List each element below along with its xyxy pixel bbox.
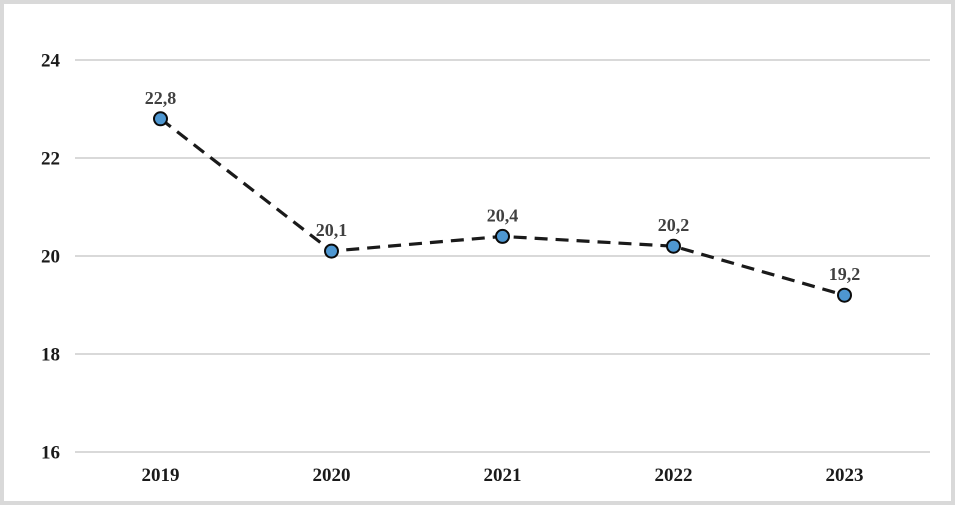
data-point-label: 20,4 bbox=[487, 205, 519, 225]
y-axis-tick-label: 22 bbox=[41, 149, 60, 170]
x-axis-tick-label: 2021 bbox=[484, 465, 522, 486]
data-point-label: 22,8 bbox=[145, 88, 177, 108]
x-axis-tick-label: 2022 bbox=[655, 465, 693, 486]
data-point-label: 19,2 bbox=[829, 264, 861, 284]
x-axis-tick-label: 2019 bbox=[142, 465, 180, 486]
data-point-label: 20,2 bbox=[658, 215, 690, 235]
data-point-marker bbox=[324, 243, 339, 259]
x-axis-tick-label: 2023 bbox=[826, 465, 864, 486]
data-point-marker bbox=[666, 238, 681, 254]
data-point-marker bbox=[495, 228, 510, 244]
x-axis-tick-label: 2020 bbox=[313, 465, 351, 486]
plot-background bbox=[4, 4, 951, 501]
y-axis-tick-label: 24 bbox=[41, 51, 61, 72]
data-point-marker bbox=[837, 287, 852, 303]
data-point-marker bbox=[153, 111, 168, 127]
data-point-label: 20,1 bbox=[316, 220, 348, 240]
y-axis-tick-label: 20 bbox=[41, 247, 60, 268]
y-axis-tick-label: 18 bbox=[41, 345, 60, 366]
y-axis-tick-label: 16 bbox=[41, 443, 60, 464]
